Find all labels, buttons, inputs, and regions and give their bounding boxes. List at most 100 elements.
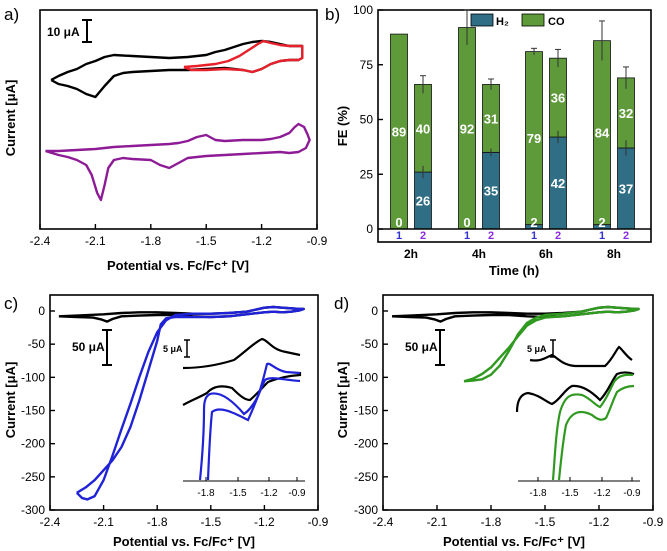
panel-c-curves [58,305,305,501]
panel-d-ticks: -2.4 -2.1 -1.8 -1.5 -1.2 -0.9 0 -50 -100 -150 -200… [354,304,664,529]
panel-a-curve-red [183,39,304,74]
panel-c-ylabel: Current [μA] [3,362,18,439]
panel-b-ytick-label: 50 [360,113,374,127]
panel-d-ytick-label: -100 [354,370,378,384]
panel-d-label: d) [334,294,349,313]
panel-d-ytick-label: 0 [371,304,378,318]
bar-co-value: 40 [416,121,430,136]
panel-d-curves [391,305,640,383]
panel-c-inset-xtick-label: -1.8 [197,488,215,499]
panel-d-ytick-label: -150 [354,404,378,418]
bar-index-label: 2 [488,230,494,242]
panel-d-xtick-label: -0.9 [643,515,664,529]
legend-co-swatch [521,13,545,27]
panel-d-frame [382,294,654,511]
bar-co-value: 31 [484,111,498,126]
panel-a-xtick-label: -1.5 [196,234,217,248]
bar-h2-value: 35 [484,184,498,199]
panel-a-scale-label: 10 μA [47,25,80,39]
bar-co-value: 89 [392,125,406,140]
panel-b-category-label: 6h [539,247,553,261]
bar-index-label: 1 [531,230,537,242]
panel-d-ytick-label: -200 [354,437,378,451]
panel-d-inset-green-lower [557,384,635,481]
panel-a-xtick-label: -2.1 [85,234,106,248]
panel-a-ylabel: Current [μA] [3,80,18,157]
panel-c-inset-blue-upper [198,362,301,481]
panel-d-inset: 5 μA -1.8 -1.5 -1.2 -0.9 [515,339,641,499]
panel-d-scale-label: 50 μA [405,340,438,354]
panel-d-ytick-label: -300 [354,503,378,517]
panel-c-scale-label: 50 μA [72,340,105,354]
panel-d-inset-xtick-label: -1.5 [561,488,579,499]
panel-d: d) -2.4 -2.1 -1.8 -1.5 -1.2 -0.90-50-100-150-… [334,294,664,549]
panel-c: c) -2.4 -2.1 -1.8 -1.5 -1.2 -0.9 0 -50 -100 -150 -… [3,294,329,549]
panel-c-inset-black-upper [182,337,301,370]
bar-index-label: 2 [623,230,629,242]
panel-d-inset-green-upper [551,373,634,481]
bar-h2-value: 37 [619,181,633,196]
panel-a-xtick-label: -2.4 [30,234,51,248]
panel-c-ytick-label: -50 [28,337,46,351]
panel-b: b) 890140262920131352792136422842132372 … [325,3,652,278]
bar-h2-value: 2 [598,215,605,230]
panel-d-xtick-label: -2.4 [373,515,394,529]
bar-h2-value: 2 [530,215,537,230]
panel-d-xtick-label: -2.1 [427,515,448,529]
panel-c-ytick-label: -100 [21,370,45,384]
bar-h2-value: 42 [551,176,565,191]
panel-c-frame [49,294,319,511]
panel-a-frame [39,9,318,230]
bar-co-value: 32 [619,106,633,121]
panel-c-xtick-label: -0.9 [308,515,329,529]
panel-c-inset-blue-lower [206,377,301,481]
panel-a-xtick-label: -1.8 [140,234,161,248]
bar-index-label: 2 [420,230,426,242]
panel-a-curves [45,39,311,202]
panel-d-xtick-label: -1.8 [481,515,502,529]
bar-co-value: 79 [527,131,541,146]
bar-h2-value: 0 [395,215,402,230]
panel-b-frame [377,9,652,243]
panel-a-xlabel: Potential vs. Fc/Fc⁺ [V] [107,258,249,273]
panel-c-ytick-label: -150 [21,404,45,418]
panel-c-inset: 5 μA -1.8 -1.5 -1.2 -0.9 [163,337,306,499]
panel-c-ytick-label: -300 [21,503,45,517]
panel-c-inset-scale-label: 5 μA [163,344,183,354]
panel-d-inset-scale-label: 5 μA [527,344,547,354]
panel-d-ytick-label: -250 [354,470,378,484]
panel-c-xtick-label: -2.1 [93,515,114,529]
panel-b-ytick-label: 0 [366,222,373,236]
panel-c-xtick-label: -2.4 [40,515,61,529]
bar-co-value: 92 [460,121,474,136]
panel-c-inset-xtick-label: -1.5 [229,488,247,499]
bar-index-label: 1 [464,230,470,242]
panel-d-inset-xtick-label: -1.8 [529,488,547,499]
panel-d-curve-black [391,305,640,323]
panel-d-inset-xtick-label: -0.9 [623,488,641,499]
bar-index-label: 1 [599,230,605,242]
panel-a-xtick-label: -0.9 [307,234,328,248]
panel-b-xlabel: Time (h) [489,263,539,278]
panel-a: a) -2.4 -2.1 -1.8 -1.5 -1.2 -0.9 10 μA Potent… [3,5,328,273]
panel-b-category-label: 2h [404,247,418,261]
panel-c-inset-xtick-label: -1.2 [260,488,278,499]
bar-h2-value: 26 [416,194,430,209]
legend-co-label: CO [548,16,565,28]
panel-c-ytick-label: 0 [38,304,45,318]
panel-a-xtick-label: -1.2 [251,234,272,248]
panel-b-category-label: 8h [607,247,621,261]
panel-b-ylabel: FE (%) [335,106,350,146]
panel-d-inset-xtick-label: -1.2 [593,488,611,499]
panel-d-ylabel: Current [μA] [335,362,350,439]
panel-c-inset-xtick-label: -0.9 [288,488,306,499]
bar-index-label: 1 [396,230,402,242]
panel-c-inset-black-lower [182,372,302,406]
panel-a-label: a) [4,5,19,24]
panel-c-ticks: -2.4 -2.1 -1.8 -1.5 -1.2 -0.9 0 -50 -100 -150 -200… [21,304,329,529]
panel-c-xlabel: Potential vs. Fc/Fc⁺ [V] [113,534,255,549]
panel-c-label: c) [4,294,18,313]
panel-c-curve-blue [75,305,305,501]
